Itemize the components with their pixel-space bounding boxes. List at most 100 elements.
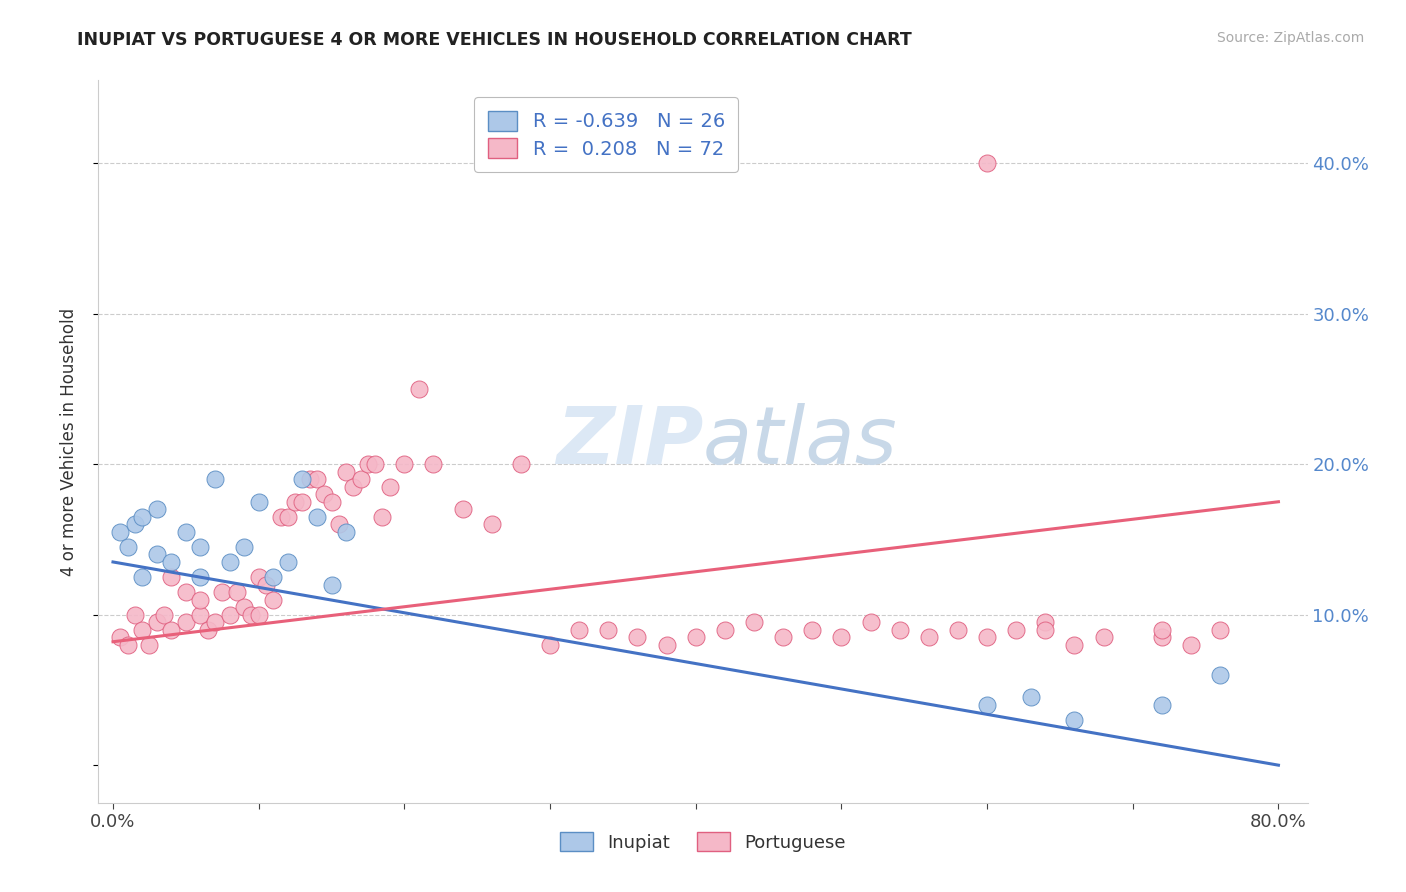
Point [174,585,197,599]
Text: atlas: atlas [703,402,898,481]
Point [1150,698,1173,712]
Point [1150,630,1173,644]
Point [335,524,357,539]
Point [714,623,737,637]
Point [262,570,284,584]
Point [153,607,176,622]
Point [204,615,226,630]
Point [655,638,678,652]
Point [225,585,247,599]
Text: Source: ZipAtlas.com: Source: ZipAtlas.com [1216,31,1364,45]
Point [218,607,240,622]
Point [976,630,998,644]
Point [1005,623,1028,637]
Point [451,502,474,516]
Point [240,607,263,622]
Point [160,623,183,637]
Point [218,555,240,569]
Point [190,607,212,622]
Point [124,517,146,532]
Point [117,540,139,554]
Point [801,623,824,637]
Point [247,494,270,508]
Point [1180,638,1202,652]
Point [859,615,882,630]
Point [918,630,941,644]
Point [174,524,197,539]
Point [598,623,620,637]
Point [314,487,336,501]
Point [110,524,132,539]
Point [509,457,531,471]
Point [110,630,132,644]
Point [976,698,998,712]
Point [422,457,444,471]
Point [481,517,503,532]
Point [277,555,299,569]
Legend: Inupiat, Portuguese: Inupiat, Portuguese [553,825,853,859]
Point [197,623,219,637]
Point [131,623,153,637]
Point [1209,623,1232,637]
Point [364,457,387,471]
Point [190,592,212,607]
Point [830,630,852,644]
Point [772,630,794,644]
Point [254,577,277,591]
Point [378,480,401,494]
Point [160,570,183,584]
Point [328,517,350,532]
Point [357,457,380,471]
Point [145,502,167,516]
Point [350,472,373,486]
Point [742,615,765,630]
Point [291,472,314,486]
Point [247,607,270,622]
Point [204,472,226,486]
Point [321,494,343,508]
Point [211,585,233,599]
Point [174,615,197,630]
Point [131,570,153,584]
Point [1019,690,1042,705]
Point [145,615,167,630]
Point [233,540,256,554]
Text: ZIP: ZIP [555,402,703,481]
Point [277,509,299,524]
Point [145,548,167,562]
Point [889,623,911,637]
Point [233,600,256,615]
Point [1092,630,1115,644]
Point [291,494,314,508]
Point [946,623,969,637]
Point [284,494,307,508]
Point [190,570,212,584]
Point [305,509,328,524]
Point [1150,623,1173,637]
Point [321,577,343,591]
Point [1063,713,1085,727]
Point [117,638,139,652]
Point [1209,668,1232,682]
Point [190,540,212,554]
Point [160,555,183,569]
Point [298,472,321,486]
Point [270,509,292,524]
Point [342,480,364,494]
Point [685,630,707,644]
Point [371,509,394,524]
Point [626,630,648,644]
Point [247,570,270,584]
Point [335,465,357,479]
Point [1063,638,1085,652]
Point [1033,615,1056,630]
Point [538,638,561,652]
Point [568,623,591,637]
Point [976,156,998,170]
Point [394,457,416,471]
Point [262,592,284,607]
Point [1033,623,1056,637]
Point [138,638,160,652]
Point [408,382,430,396]
Point [131,509,153,524]
